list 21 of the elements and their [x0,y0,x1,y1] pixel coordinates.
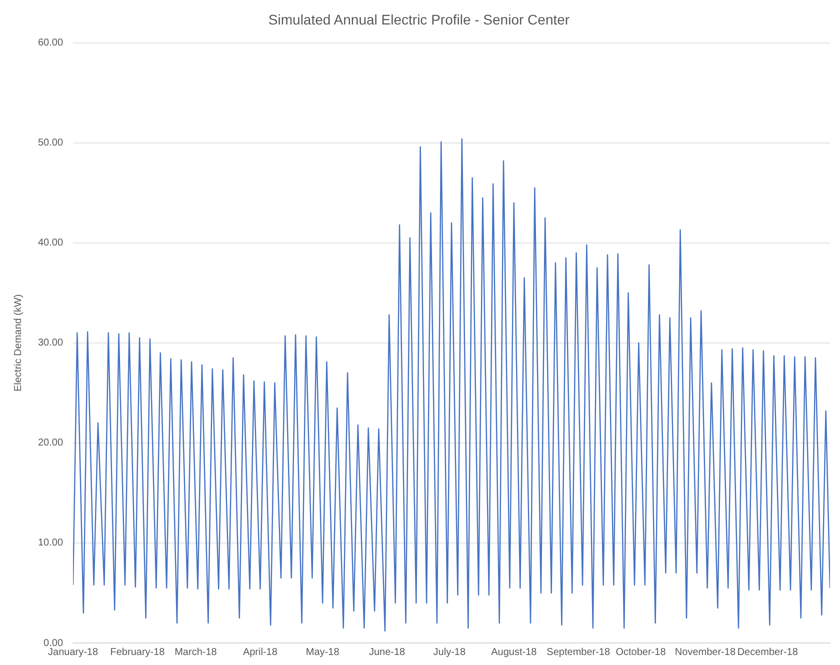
x-tick-label: October-18 [616,646,666,658]
x-tick-label: December-18 [737,646,798,658]
y-tick-label: 10.00 [38,538,64,549]
x-tick-label: March-18 [174,646,218,658]
x-tick-label: July-18 [433,646,466,658]
x-tick-label: April-18 [242,646,278,658]
y-tick-label: 50.00 [38,138,64,149]
y-tick-label: 0.00 [44,638,64,649]
y-tick-label: 30.00 [38,338,64,349]
y-axis-title: Electric Demand (kW) [12,294,24,392]
x-tick-label: February-18 [110,646,166,658]
y-tick-label: 20.00 [38,438,64,449]
x-tick-label: November-18 [674,646,736,658]
y-tick-label: 40.00 [38,238,64,249]
x-tick-label: August-18 [491,646,538,658]
x-tick-label: January-18 [48,646,98,658]
chart-title: Simulated Annual Electric Profile - Senior Center [268,11,570,28]
x-tick-label: June-18 [368,646,406,658]
x-tick-label: September-18 [546,646,610,658]
x-tick-label: May-18 [306,646,340,658]
y-tick-label: 60.00 [38,38,64,49]
